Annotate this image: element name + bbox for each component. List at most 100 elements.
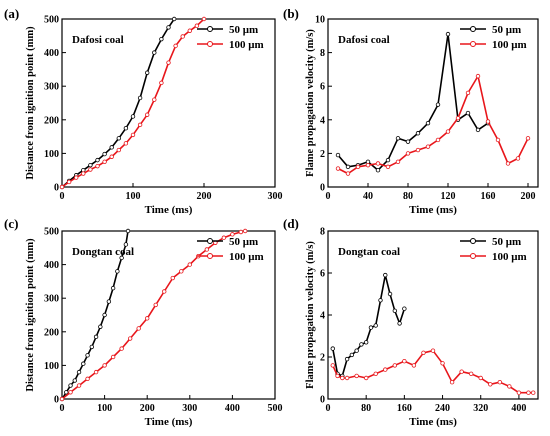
data-point — [98, 324, 103, 329]
data-point — [435, 102, 441, 107]
data-point — [516, 390, 522, 395]
data-point — [88, 162, 93, 168]
data-point — [468, 371, 474, 376]
x-tick-label: 0 — [326, 191, 331, 202]
legend-label: 50 μm — [492, 236, 521, 248]
data-point — [475, 127, 481, 133]
data-point — [354, 348, 359, 353]
data-point — [187, 262, 192, 267]
data-point — [102, 312, 107, 318]
legend-marker — [207, 26, 213, 32]
y-axis-label: Distance from ignition point (mm) — [25, 238, 36, 392]
y-tick-label: 6 — [320, 269, 325, 280]
data-point — [221, 235, 227, 240]
data-point — [445, 129, 451, 134]
data-point — [359, 342, 364, 347]
data-point — [230, 232, 235, 237]
legend-marker — [207, 253, 213, 259]
data-point — [187, 28, 192, 33]
x-axis-label: Time (ms) — [409, 416, 457, 428]
data-point — [515, 156, 521, 161]
data-point — [81, 361, 86, 366]
data-point — [385, 157, 391, 163]
x-tick-label: 0 — [326, 403, 331, 414]
x-tick-label: 240 — [435, 403, 450, 414]
data-point — [194, 23, 200, 28]
legend-marker — [207, 238, 213, 244]
data-point — [115, 269, 120, 274]
x-tick-label: 120 — [441, 191, 456, 202]
y-tick-label: 400 — [44, 48, 59, 59]
x-tick-label: 400 — [225, 403, 240, 414]
data-point — [88, 167, 93, 172]
data-point — [507, 384, 512, 389]
data-point — [375, 161, 381, 166]
data-point — [64, 390, 69, 395]
chart-title: Dongtan coal — [72, 246, 134, 258]
data-point — [123, 242, 129, 247]
data-point — [392, 363, 398, 368]
x-tick-label: 0 — [60, 191, 65, 202]
data-point — [385, 164, 391, 170]
y-tick-label: 6 — [320, 82, 325, 93]
y-axis-label: Flame propagation velocity (m/s) — [305, 241, 316, 389]
chart-panel-1: (a) 0 100 200 300 0 100 200 300 400 500 Time (ms) Di… — [4, 6, 283, 216]
data-point — [159, 36, 164, 42]
data-point — [85, 353, 90, 358]
series-line-2 — [337, 75, 529, 175]
data-point — [204, 247, 210, 252]
data-point — [89, 344, 95, 350]
data-point — [109, 145, 114, 150]
data-point — [478, 375, 483, 381]
series-line-1 — [337, 33, 489, 171]
y-tick-label: 300 — [44, 294, 59, 305]
data-point — [365, 162, 371, 168]
data-point — [106, 299, 112, 304]
x-tick-label: 100 — [97, 403, 112, 414]
data-point — [363, 375, 369, 381]
data-point — [335, 152, 341, 158]
data-point — [73, 175, 79, 180]
data-point — [363, 340, 369, 345]
data-point — [383, 272, 388, 278]
data-point — [201, 16, 207, 22]
data-point — [72, 378, 77, 383]
x-tick-label: 300 — [268, 191, 283, 202]
data-point — [109, 154, 114, 159]
data-point — [335, 373, 340, 379]
panel-label: (c) — [4, 216, 18, 231]
data-point — [425, 120, 431, 126]
x-tick-label: 320 — [473, 403, 488, 414]
y-tick-label: 200 — [44, 327, 59, 338]
y-tick-label: 4 — [320, 311, 325, 322]
legend-label: 50 μm — [229, 236, 258, 248]
data-point — [85, 376, 90, 382]
data-point — [159, 80, 164, 86]
y-tick-label: 2 — [320, 149, 325, 160]
data-point — [81, 171, 86, 176]
data-point — [375, 167, 381, 173]
data-point — [378, 298, 383, 303]
data-point — [465, 90, 471, 96]
data-point — [340, 375, 345, 381]
data-point — [373, 371, 378, 376]
data-point — [475, 73, 481, 79]
x-axis-label: Time (ms) — [145, 416, 193, 428]
data-point — [392, 308, 398, 313]
data-point — [405, 151, 411, 156]
chart-panel-3: (c) 0 100 200 300 400 500 0 100 200 300 400 500 Time … — [4, 216, 283, 428]
data-point — [130, 132, 136, 138]
data-point — [397, 321, 402, 326]
data-point — [179, 269, 184, 274]
data-point — [130, 114, 136, 119]
data-point — [116, 147, 121, 153]
data-point — [415, 131, 421, 136]
series-line-2 — [332, 349, 534, 394]
data-point — [166, 25, 171, 30]
data-point — [525, 136, 531, 141]
x-tick-label: 160 — [481, 191, 496, 202]
data-point — [435, 137, 441, 143]
data-point — [345, 164, 351, 170]
y-tick-label: 100 — [44, 149, 59, 160]
legend-marker — [470, 238, 476, 244]
